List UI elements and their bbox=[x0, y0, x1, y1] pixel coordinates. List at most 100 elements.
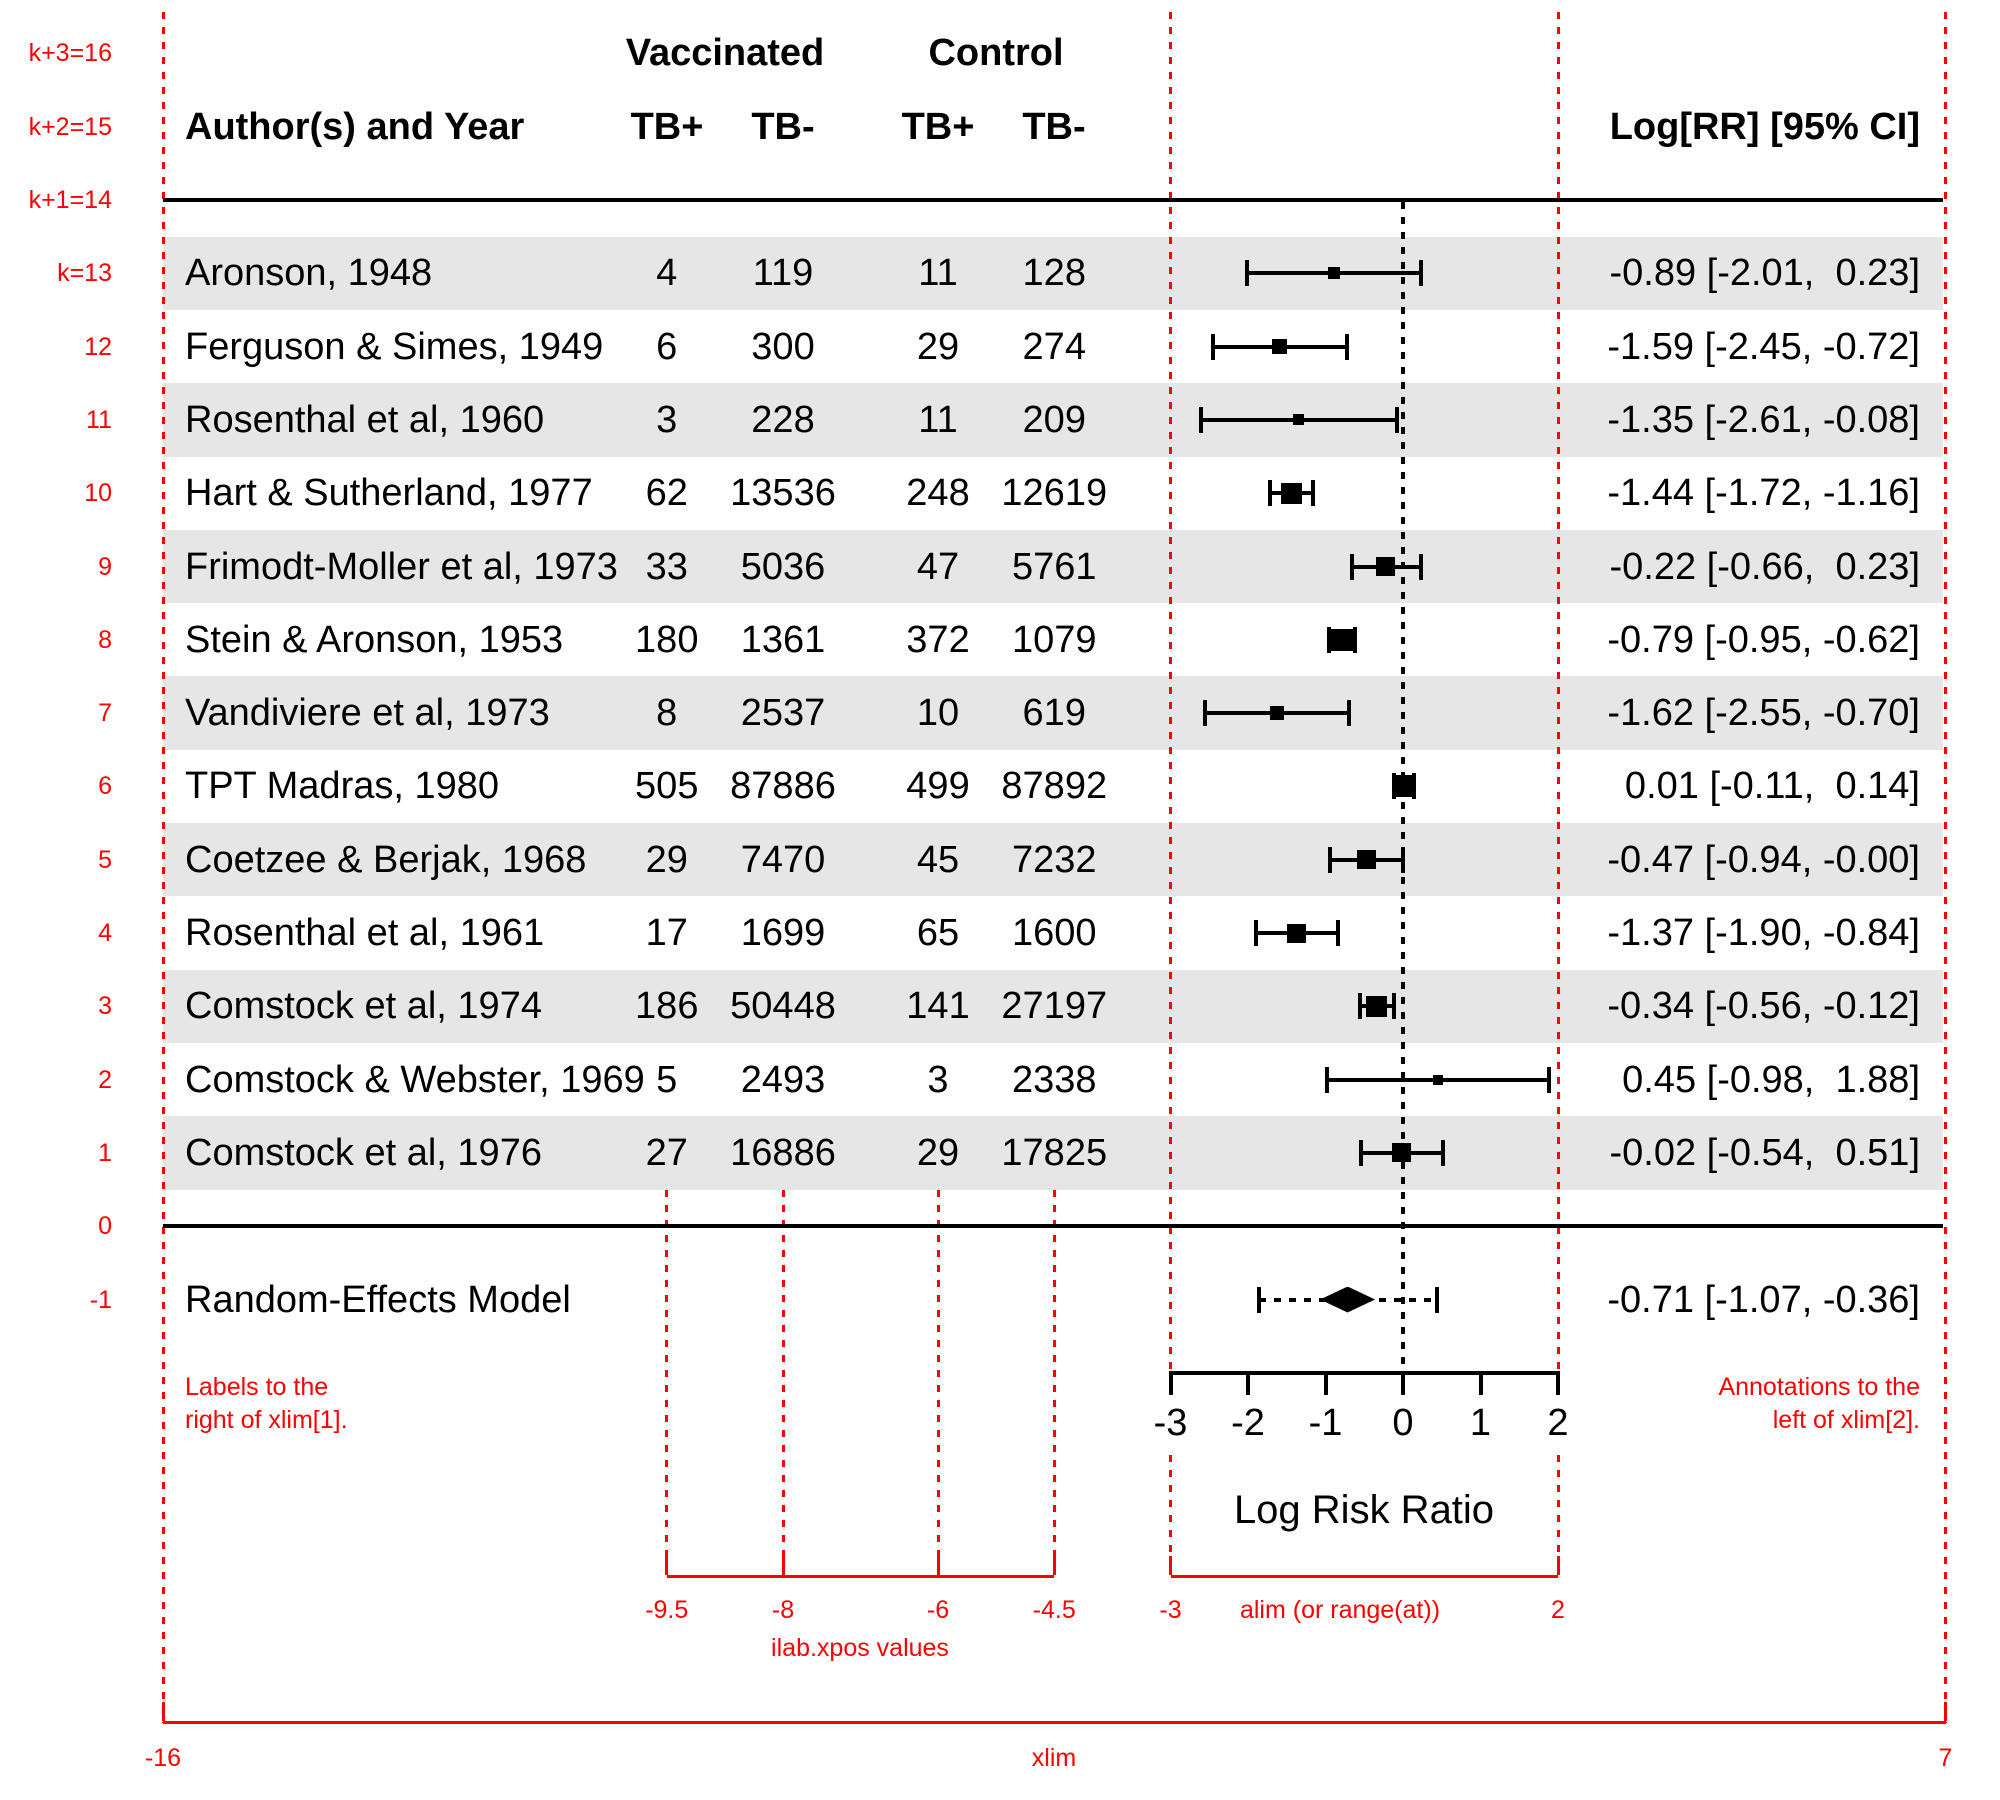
alim-tick-label: -3 bbox=[1159, 1596, 1182, 1624]
ci-cap-left bbox=[1203, 700, 1208, 727]
ci-cap-left bbox=[1211, 333, 1216, 360]
study-count: 45 bbox=[916, 838, 960, 881]
summary-rule bbox=[163, 1224, 1943, 1228]
axis-tick bbox=[1323, 1375, 1328, 1395]
study-count: 180 bbox=[635, 618, 699, 661]
ci-cap-left bbox=[1359, 1139, 1364, 1166]
study-count: 29 bbox=[645, 838, 688, 881]
ci-cap-right bbox=[1418, 260, 1423, 287]
study-count: 16886 bbox=[730, 1131, 836, 1174]
ci-cap-left bbox=[1253, 920, 1258, 946]
alim-axis-caption: alim (or range(at)) bbox=[1239, 1596, 1441, 1624]
alim-dashed-line bbox=[1169, 1455, 1172, 1568]
ci-cap-left bbox=[1267, 480, 1272, 507]
ci-cap-left bbox=[1349, 553, 1354, 580]
header-group-vaccinated: Vaccinated bbox=[625, 32, 825, 74]
study-count: 1699 bbox=[740, 912, 826, 954]
alim-dashed-line bbox=[1169, 12, 1172, 1371]
study-count: 65 bbox=[916, 912, 960, 954]
ilab-axis-line bbox=[666, 1575, 1055, 1578]
ilab-axis-tick bbox=[665, 1556, 669, 1575]
ci-cap-right bbox=[1345, 333, 1350, 360]
ci-cap-right bbox=[1352, 626, 1357, 653]
ilab-dashed-line bbox=[936, 1190, 940, 1568]
summary-diamond bbox=[1320, 1286, 1376, 1313]
effect-square bbox=[1432, 1074, 1443, 1085]
effect-square bbox=[1270, 706, 1285, 721]
ci-cap-right bbox=[1401, 846, 1405, 873]
header-col-vac-tb-neg: TB- bbox=[751, 106, 815, 148]
row-number-label: 11 bbox=[86, 405, 112, 434]
study-author: Comstock & Webster, 1969 bbox=[185, 1058, 645, 1101]
effect-square bbox=[1287, 923, 1307, 943]
alim-axis-line bbox=[1170, 1575, 1558, 1578]
study-count: 87892 bbox=[1001, 765, 1108, 808]
row-band bbox=[163, 236, 1943, 310]
alim-axis-tick bbox=[1169, 1556, 1172, 1575]
study-annotation: -0.89 [-2.01, 0.23] bbox=[1609, 252, 1920, 295]
ci-cap-right bbox=[1391, 993, 1396, 1020]
study-count: 1079 bbox=[1011, 618, 1097, 661]
axis-tick-label: -2 bbox=[1231, 1402, 1265, 1444]
row-number-label: 10 bbox=[84, 479, 112, 508]
xlim-axis-tick bbox=[1944, 1702, 1947, 1721]
study-count: 2338 bbox=[1011, 1058, 1097, 1101]
study-annotation: -1.35 [-2.61, -0.08] bbox=[1607, 398, 1920, 441]
row-band bbox=[163, 1116, 1943, 1190]
xlim-dashed-line bbox=[161, 12, 165, 1723]
ci-cap-left bbox=[1357, 993, 1362, 1020]
study-count: 499 bbox=[906, 765, 970, 808]
effect-square bbox=[1292, 414, 1304, 426]
study-annotation: -0.79 [-0.95, -0.62] bbox=[1607, 618, 1920, 661]
row-number-label: -1 bbox=[89, 1285, 112, 1314]
note-right-line2: left of xlim[2]. bbox=[1772, 1406, 1920, 1434]
summary-label: Random-Effects Model bbox=[185, 1279, 571, 1321]
study-count: 372 bbox=[906, 618, 970, 661]
axis-tick bbox=[1168, 1375, 1173, 1395]
study-count: 5036 bbox=[740, 545, 826, 588]
header-col-con-tb-neg: TB- bbox=[1022, 106, 1086, 148]
study-count: 186 bbox=[635, 985, 699, 1028]
study-author: Coetzee & Berjak, 1968 bbox=[185, 838, 587, 881]
row-number-label: 7 bbox=[98, 699, 112, 728]
alim-dashed-line bbox=[1556, 1455, 1560, 1568]
study-count: 27197 bbox=[1001, 985, 1108, 1028]
ilab-dashed-line bbox=[781, 1190, 785, 1568]
study-author: Frimodt-Moller et al, 1973 bbox=[185, 545, 618, 588]
xlim-dashed-line bbox=[1944, 12, 1947, 1723]
row-number-label: 4 bbox=[98, 919, 112, 947]
ilab-axis-tick bbox=[936, 1556, 940, 1575]
header-author: Author(s) and Year bbox=[185, 106, 525, 148]
ci-cap-right bbox=[1546, 1066, 1551, 1093]
row-number-label: 5 bbox=[98, 845, 112, 874]
effect-square bbox=[1357, 850, 1377, 870]
axis-tick-label: -3 bbox=[1153, 1402, 1188, 1444]
prediction-interval-cap-right bbox=[1435, 1286, 1440, 1313]
study-count: 619 bbox=[1022, 692, 1086, 735]
xlim-axis-line bbox=[163, 1721, 1946, 1724]
ilab-axis-tick bbox=[781, 1556, 785, 1575]
note-right-line1: Annotations to the bbox=[1718, 1373, 1920, 1401]
study-count: 6 bbox=[656, 325, 678, 368]
study-count: 50448 bbox=[730, 985, 836, 1028]
study-author: TPT Madras, 1980 bbox=[185, 765, 500, 808]
alim-tick-label: 2 bbox=[1551, 1596, 1565, 1624]
study-annotation: -1.59 [-2.45, -0.72] bbox=[1607, 325, 1920, 368]
ci-cap-right bbox=[1418, 553, 1423, 580]
ci-cap-right bbox=[1311, 480, 1316, 507]
study-annotation: 0.01 [-0.11, 0.14] bbox=[1614, 765, 1920, 808]
study-count: 228 bbox=[751, 398, 815, 441]
study-count: 248 bbox=[906, 472, 970, 515]
study-count: 13536 bbox=[730, 472, 836, 515]
study-count: 29 bbox=[916, 325, 960, 368]
prediction-interval-cap-left bbox=[1256, 1286, 1261, 1313]
study-count: 11 bbox=[918, 398, 958, 441]
ci-cap-right bbox=[1394, 406, 1399, 433]
row-number-label: k+3=16 bbox=[28, 39, 112, 68]
study-count: 300 bbox=[751, 325, 815, 368]
axis-tick-label: 0 bbox=[1392, 1402, 1414, 1444]
study-count: 7470 bbox=[740, 838, 826, 881]
ci-cap-left bbox=[1198, 406, 1203, 433]
effect-square bbox=[1328, 267, 1341, 280]
study-annotation: -1.37 [-1.90, -0.84] bbox=[1607, 912, 1920, 954]
